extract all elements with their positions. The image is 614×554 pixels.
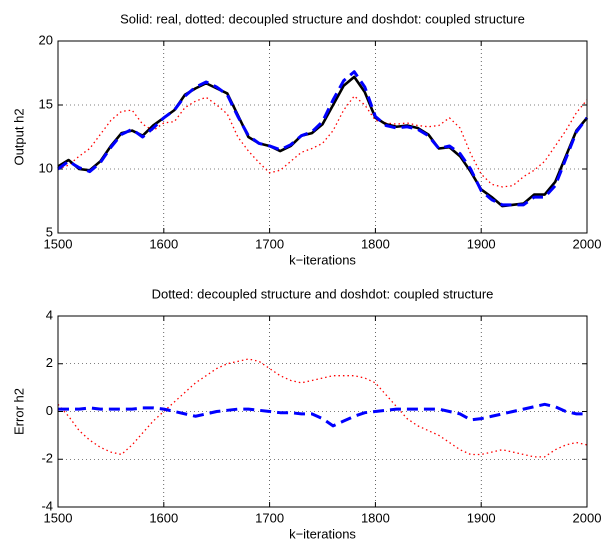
y-tick-label: -2	[41, 451, 53, 466]
chart-title: Dotted: decoupled structure and doshdot:…	[152, 286, 494, 301]
data-line	[58, 402, 587, 428]
y-tick-label: 0	[46, 403, 53, 418]
y-tick-label: 15	[39, 96, 53, 111]
x-tick-label: 1700	[255, 510, 284, 525]
y-tick-label: -4	[41, 498, 53, 513]
x-tick-label: 1800	[361, 510, 390, 525]
x-tick-label: 1800	[361, 236, 390, 251]
x-tick-label: 1500	[44, 510, 73, 525]
x-tick-label: 1600	[149, 236, 178, 251]
plot-area	[58, 41, 587, 233]
x-tick-label: 1500	[44, 236, 73, 251]
x-tick-label: 1900	[467, 510, 496, 525]
x-tick-label: 2000	[573, 510, 602, 525]
y-axis-label: Error h2	[11, 388, 26, 435]
axes-frame	[57, 315, 588, 508]
axes-frame	[57, 40, 588, 234]
chart-title: Solid: real, dotted: decoupled structure…	[120, 11, 525, 26]
x-tick-label: 1700	[255, 236, 284, 251]
y-tick-label: 20	[39, 32, 53, 47]
x-tick-label: 2000	[573, 236, 602, 251]
x-axis-label: k−iterations	[289, 526, 356, 541]
x-axis-label: k−iterations	[289, 252, 356, 267]
y-axis-label: Output h2	[11, 108, 26, 165]
y-tick-label: 4	[46, 307, 53, 322]
y-tick-label: 5	[46, 224, 53, 239]
data-line	[57, 75, 589, 208]
x-tick-label: 1600	[149, 510, 178, 525]
y-tick-label: 2	[46, 355, 53, 370]
x-tick-label: 1900	[467, 236, 496, 251]
y-tick-label: 10	[39, 160, 53, 175]
